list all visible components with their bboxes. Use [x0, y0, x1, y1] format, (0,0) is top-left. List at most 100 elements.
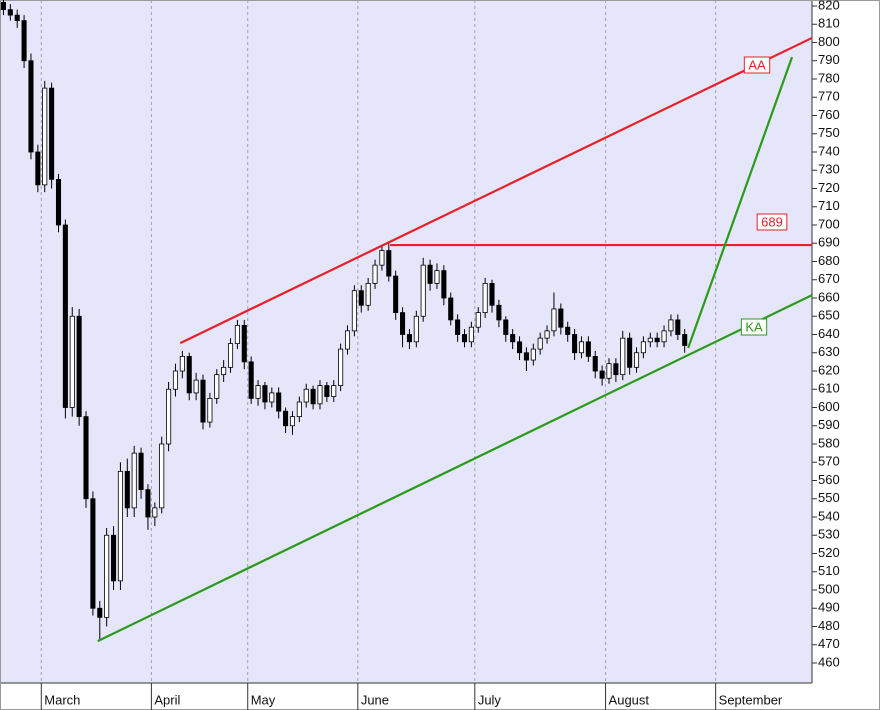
candle-body: [613, 363, 619, 376]
candle-body: [104, 534, 110, 618]
trend-line: [687, 56, 794, 349]
candle-body: [344, 330, 351, 350]
candle-body: [49, 87, 55, 180]
line-label: AA: [748, 57, 766, 72]
candle-body: [28, 60, 34, 153]
y-tick-label: 750: [818, 125, 840, 140]
x-tick-label: March: [44, 692, 80, 707]
y-tick-label: 550: [818, 490, 840, 505]
y-tick-label: 620: [818, 362, 840, 377]
candle-body: [606, 363, 612, 379]
candle-body: [241, 324, 247, 363]
y-tick-label: 700: [818, 216, 840, 231]
candle-body: [537, 337, 543, 350]
candle-body: [400, 312, 406, 335]
candle-body: [317, 385, 323, 405]
candle-body: [517, 341, 523, 354]
candle-body: [544, 330, 550, 339]
candle-body: [14, 14, 20, 21]
candle-body: [461, 334, 468, 343]
y-tick-label: 490: [818, 600, 840, 615]
candle-body: [62, 224, 68, 408]
y-tick-label: 790: [818, 52, 840, 67]
candle-body: [379, 250, 385, 266]
x-tick-label: June: [361, 692, 389, 707]
candle-body: [351, 290, 357, 332]
candle-body: [200, 379, 206, 423]
candle-body: [441, 270, 447, 299]
candle-body: [572, 334, 578, 354]
y-tick-label: 590: [818, 417, 840, 432]
candle-body: [668, 319, 674, 332]
line-label-box: [756, 213, 788, 231]
candle-body: [386, 250, 392, 277]
candle-body: [111, 534, 117, 582]
y-tick-label: 460: [818, 654, 840, 669]
y-tick-label: 710: [818, 198, 840, 213]
candle-body: [523, 352, 529, 361]
y-tick-label: 730: [818, 162, 840, 177]
candle-body: [76, 315, 82, 418]
candle-body: [585, 341, 591, 357]
candle-body: [145, 489, 151, 518]
candle-body: [406, 334, 412, 343]
candle-body: [358, 290, 364, 306]
y-tick-label: 800: [818, 34, 840, 49]
candle-body: [262, 385, 268, 403]
line-label-box: [743, 56, 771, 74]
y-tick-label: 640: [818, 326, 840, 341]
candle-body: [55, 178, 62, 226]
y-tick-label: 680: [818, 253, 840, 268]
y-tick-label: 660: [818, 289, 840, 304]
y-tick-label: 780: [818, 70, 840, 85]
y-tick-label: 520: [818, 545, 840, 560]
trend-line: [97, 294, 813, 643]
candle-body: [269, 392, 275, 403]
x-tick-label: July: [478, 692, 502, 707]
candle-body: [255, 385, 261, 399]
candle-body: [489, 282, 495, 306]
y-tick-label: 500: [818, 581, 840, 596]
candle-body: [207, 397, 213, 423]
y-tick-label: 580: [818, 435, 840, 450]
candle-body: [468, 326, 474, 343]
candle-body: [152, 507, 158, 518]
candle-body: [647, 337, 653, 343]
y-tick-label: 670: [818, 271, 840, 286]
candle-body: [69, 315, 75, 408]
candle-body: [131, 452, 137, 509]
candle-body: [42, 87, 48, 186]
x-tick-label: April: [154, 692, 180, 707]
candle-body: [296, 401, 302, 418]
candle-body: [303, 388, 309, 403]
y-tick-label: 510: [818, 563, 840, 578]
candle-body: [633, 352, 640, 368]
candle-body: [186, 355, 192, 394]
candle-body: [227, 343, 234, 368]
y-tick-label: 720: [818, 180, 840, 195]
candle-body: [551, 308, 557, 332]
x-tick-label: May: [251, 692, 276, 707]
candle-body: [448, 297, 454, 321]
candle-body: [578, 341, 585, 354]
candle-body: [21, 20, 27, 62]
candle-body: [503, 319, 509, 335]
candle-body: [124, 470, 130, 509]
candle-body: [565, 326, 571, 335]
candle-body: [166, 388, 172, 445]
candle-body: [159, 443, 165, 509]
candle-body: [83, 416, 89, 500]
candle-body: [372, 264, 378, 284]
candle-body: [654, 337, 660, 343]
candle-body: [234, 324, 240, 345]
candle-body: [530, 348, 536, 361]
candle-body: [592, 355, 598, 372]
y-tick-label: 760: [818, 107, 840, 122]
candle-body: [221, 366, 227, 376]
candle-body: [434, 270, 440, 284]
trend-line: [179, 36, 813, 345]
candle-body: [283, 410, 289, 427]
x-tick-label: September: [719, 692, 783, 707]
candle-body: [179, 355, 185, 372]
